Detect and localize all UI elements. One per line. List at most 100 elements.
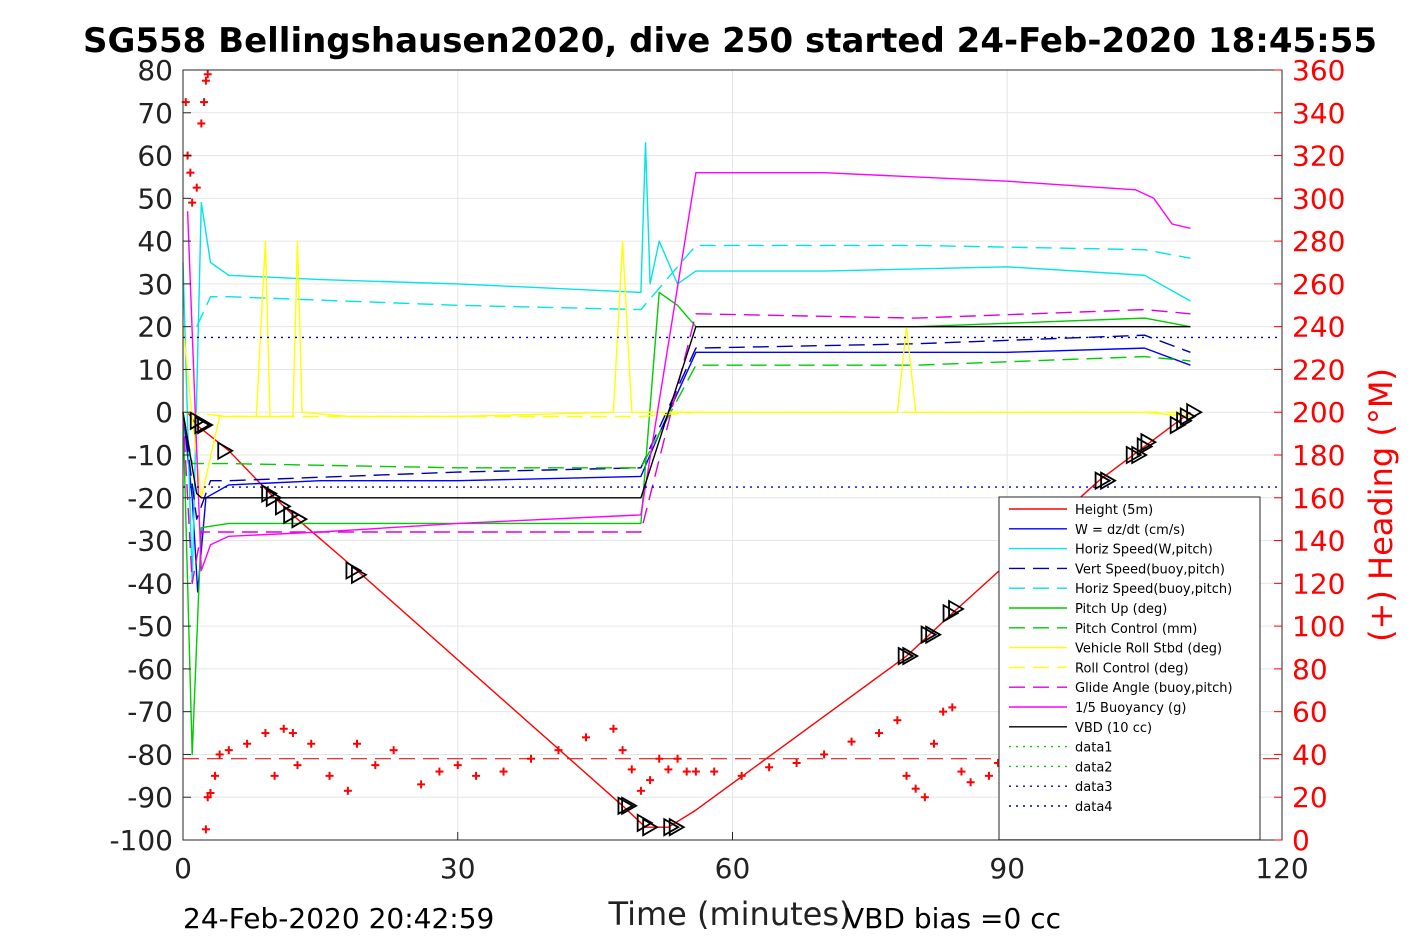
y-right-tick-label: 60 <box>1292 696 1328 729</box>
y-right-tick-label: 200 <box>1292 396 1345 429</box>
y-right-tick-label: 160 <box>1292 482 1345 515</box>
x-tick-label: 60 <box>715 852 751 885</box>
triangle-marker <box>275 496 292 516</box>
x-tick-label: 30 <box>440 852 476 885</box>
legend-label: Horiz Speed(buoy,pitch) <box>1075 582 1232 597</box>
triangle-marker <box>1131 445 1149 465</box>
legend-label: W = dz/dt (cm/s) <box>1075 523 1185 538</box>
x-axis-label: Time (minutes) <box>608 895 852 933</box>
y-right-tick-label: 220 <box>1292 353 1345 386</box>
series-line-vbd-10-cc <box>182 326 1191 499</box>
triangle-marker <box>897 646 915 666</box>
y-left-tick-label: 70 <box>137 97 173 130</box>
series-line-1-5-buoyancy-g <box>186 171 1191 572</box>
heading-point <box>820 750 829 759</box>
heading-point <box>243 739 252 748</box>
heading-point <box>206 788 215 797</box>
triangle-marker <box>636 813 654 833</box>
heading-point <box>984 771 993 780</box>
heading-point <box>939 707 948 716</box>
y-right-tick-label: 240 <box>1292 311 1345 344</box>
heading-point <box>847 737 856 746</box>
triangle-marker <box>902 646 920 666</box>
heading-point <box>343 786 352 795</box>
legend-label: data1 <box>1075 741 1113 756</box>
heading-point <box>325 771 334 780</box>
triangle-marker <box>345 560 363 581</box>
triangle-marker <box>265 488 283 508</box>
y-left-tick-label: -20 <box>127 482 173 515</box>
y-right-tick-label: 100 <box>1292 610 1345 643</box>
heading-point <box>627 765 636 774</box>
heading-point <box>192 183 201 192</box>
heading-point <box>920 793 929 802</box>
legend-label: Height (5m) <box>1075 503 1153 518</box>
triangle-marker <box>1186 402 1203 422</box>
y-right-tick-label: 80 <box>1292 653 1328 686</box>
heading-point <box>682 767 691 776</box>
triangle-marker <box>194 415 212 435</box>
legend-label: Pitch Up (deg) <box>1075 602 1167 617</box>
heading-point <box>655 754 664 763</box>
legend-label: Glide Angle (buoy,pitch) <box>1075 681 1233 696</box>
triangle-marker <box>291 509 309 529</box>
legend-label: data3 <box>1075 780 1113 795</box>
y-left-tick-label: -60 <box>127 653 173 686</box>
heading-point <box>417 780 426 789</box>
heading-point <box>875 729 884 738</box>
heading-point <box>186 168 195 177</box>
y-left-tick-label: 80 <box>137 54 173 87</box>
heading-point <box>453 761 462 770</box>
triangle-marker <box>1100 471 1117 491</box>
legend-label: Vert Speed(buoy,pitch) <box>1075 562 1225 577</box>
y-left-tick-label: 0 <box>155 396 173 429</box>
y-left-tick-label: 60 <box>137 140 173 173</box>
triangle-marker <box>948 599 965 619</box>
legend-label: 1/5 Buoyancy (g) <box>1075 701 1186 716</box>
heading-point <box>435 767 444 776</box>
triangle-marker <box>351 565 368 585</box>
series-line-horiz-speed-buoy-pitch <box>196 244 1191 327</box>
legend-box <box>998 496 1261 841</box>
y-right-tick-label: 20 <box>1292 781 1328 814</box>
legend-label: Roll Control (deg) <box>1075 661 1189 676</box>
triangle-marker <box>617 796 635 816</box>
heading-point <box>581 733 590 742</box>
heading-point <box>710 767 719 776</box>
heading-point <box>911 784 920 793</box>
triangle-marker <box>1136 436 1154 456</box>
heading-point <box>197 119 206 128</box>
y-left-tick-label: -80 <box>127 738 173 771</box>
heading-point <box>201 825 210 834</box>
legend-label: VBD (10 cc) <box>1075 721 1152 736</box>
heading-point <box>902 771 911 780</box>
heading-point <box>929 739 938 748</box>
heading-point <box>371 761 380 770</box>
triangle-marker <box>663 817 681 837</box>
heading-point <box>664 765 673 774</box>
y-right-tick-label: 360 <box>1292 54 1345 87</box>
triangle-marker <box>920 625 938 645</box>
legend-label: Vehicle Roll Stbd (deg) <box>1075 642 1222 657</box>
y-right-tick-label: 320 <box>1292 140 1345 173</box>
y-left-tick-label: 10 <box>137 353 173 386</box>
y-right-tick-label: 40 <box>1292 738 1328 771</box>
y-right-tick-label: 260 <box>1292 268 1345 301</box>
y-right-tick-label: 300 <box>1292 182 1345 215</box>
y-right-tick-label: 120 <box>1292 567 1345 600</box>
y-left-tick-label: 20 <box>137 311 173 344</box>
series-line-vert-speed-buoy-pitch <box>182 334 1191 520</box>
y-left-tick-label: -10 <box>127 439 173 472</box>
series-line-pitch-up-deg <box>182 291 1191 756</box>
heading-point <box>307 739 316 748</box>
heading-point <box>224 746 233 755</box>
triangle-marker <box>642 817 659 837</box>
heading-point <box>203 793 212 802</box>
heading-point <box>293 761 302 770</box>
y-left-tick-label: 50 <box>137 182 173 215</box>
triangle-marker <box>668 817 686 837</box>
heading-point <box>270 771 279 780</box>
heading-point <box>215 750 224 759</box>
heading-point <box>554 746 563 755</box>
